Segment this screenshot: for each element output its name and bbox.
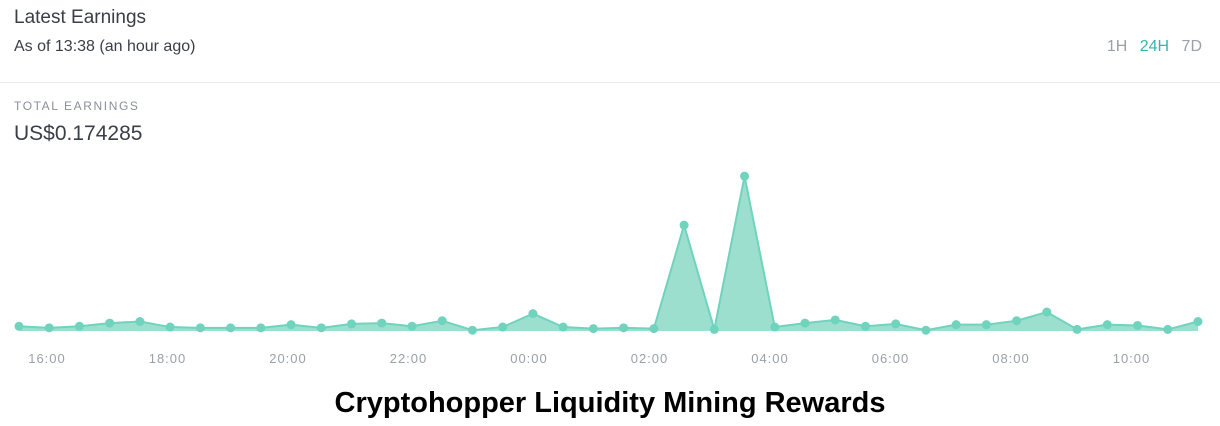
x-tick-label: 22:00 — [390, 351, 428, 366]
data-point[interactable] — [407, 321, 417, 331]
time-range-selector: 1H 24H 7D — [1099, 38, 1202, 56]
earnings-header: Latest Earnings As of 13:38 (an hour ago… — [0, 0, 1220, 83]
x-tick-label: 20:00 — [269, 351, 307, 366]
data-point[interactable] — [588, 324, 598, 334]
x-tick-label: 00:00 — [510, 351, 548, 366]
data-point[interactable] — [256, 323, 266, 333]
data-point[interactable] — [437, 316, 447, 326]
data-point[interactable] — [44, 323, 54, 333]
page-title: Latest Earnings — [14, 7, 147, 28]
data-point[interactable] — [528, 309, 538, 319]
data-point[interactable] — [830, 315, 840, 325]
data-point[interactable] — [347, 319, 357, 329]
data-point[interactable] — [165, 322, 175, 332]
data-point[interactable] — [619, 323, 629, 333]
data-point[interactable] — [226, 323, 236, 333]
data-point[interactable] — [679, 220, 689, 230]
data-point[interactable] — [105, 318, 115, 328]
x-tick-label: 02:00 — [631, 351, 669, 366]
data-point[interactable] — [1012, 316, 1022, 326]
data-point[interactable] — [740, 171, 750, 181]
data-point[interactable] — [74, 321, 84, 331]
data-point[interactable] — [981, 320, 991, 330]
x-tick-label: 04:00 — [751, 351, 789, 366]
data-point[interactable] — [135, 317, 145, 327]
total-earnings-label: TOTAL EARNINGS — [14, 99, 140, 113]
data-point[interactable] — [377, 318, 387, 328]
caption-area — [0, 375, 1220, 426]
data-point[interactable] — [14, 321, 24, 331]
last-updated-text: As of 13:38 (an hour ago) — [14, 38, 196, 55]
data-point[interactable] — [800, 318, 810, 328]
data-point[interactable] — [195, 323, 205, 333]
data-point[interactable] — [951, 320, 961, 330]
x-tick-label: 18:00 — [149, 351, 187, 366]
earnings-area-fill — [19, 176, 1198, 331]
data-point[interactable] — [770, 322, 780, 332]
data-point[interactable] — [860, 321, 870, 331]
data-point[interactable] — [558, 322, 568, 332]
range-24h-button[interactable]: 24H — [1139, 38, 1170, 55]
x-tick-label: 10:00 — [1113, 351, 1151, 366]
data-point[interactable] — [1193, 317, 1203, 327]
data-point[interactable] — [1042, 307, 1052, 317]
total-earnings-value: US$0.174285 — [14, 122, 143, 145]
data-point[interactable] — [1102, 320, 1112, 330]
data-point[interactable] — [649, 324, 659, 334]
data-point[interactable] — [891, 319, 901, 329]
x-tick-label: 16:00 — [28, 351, 66, 366]
range-7d-button[interactable]: 7D — [1181, 38, 1202, 55]
data-point[interactable] — [467, 325, 477, 335]
data-point[interactable] — [921, 325, 931, 335]
data-point[interactable] — [1133, 320, 1143, 330]
earnings-series-line — [18, 175, 1199, 332]
data-point[interactable] — [498, 322, 508, 332]
data-point[interactable] — [286, 320, 296, 330]
range-1h-button[interactable]: 1H — [1106, 38, 1128, 55]
data-point[interactable] — [316, 323, 326, 333]
image-caption: Cryptohopper Liquidity Mining Rewards — [334, 387, 886, 419]
x-tick-label: 06:00 — [872, 351, 910, 366]
data-point[interactable] — [1072, 324, 1082, 334]
data-point[interactable] — [1163, 324, 1173, 334]
earnings-area-chart: 16:00 18:00 20:00 22:00 00:00 02:00 04:00 06:00… — [14, 171, 1203, 366]
data-point[interactable] — [709, 324, 719, 334]
x-tick-label: 08:00 — [992, 351, 1030, 366]
